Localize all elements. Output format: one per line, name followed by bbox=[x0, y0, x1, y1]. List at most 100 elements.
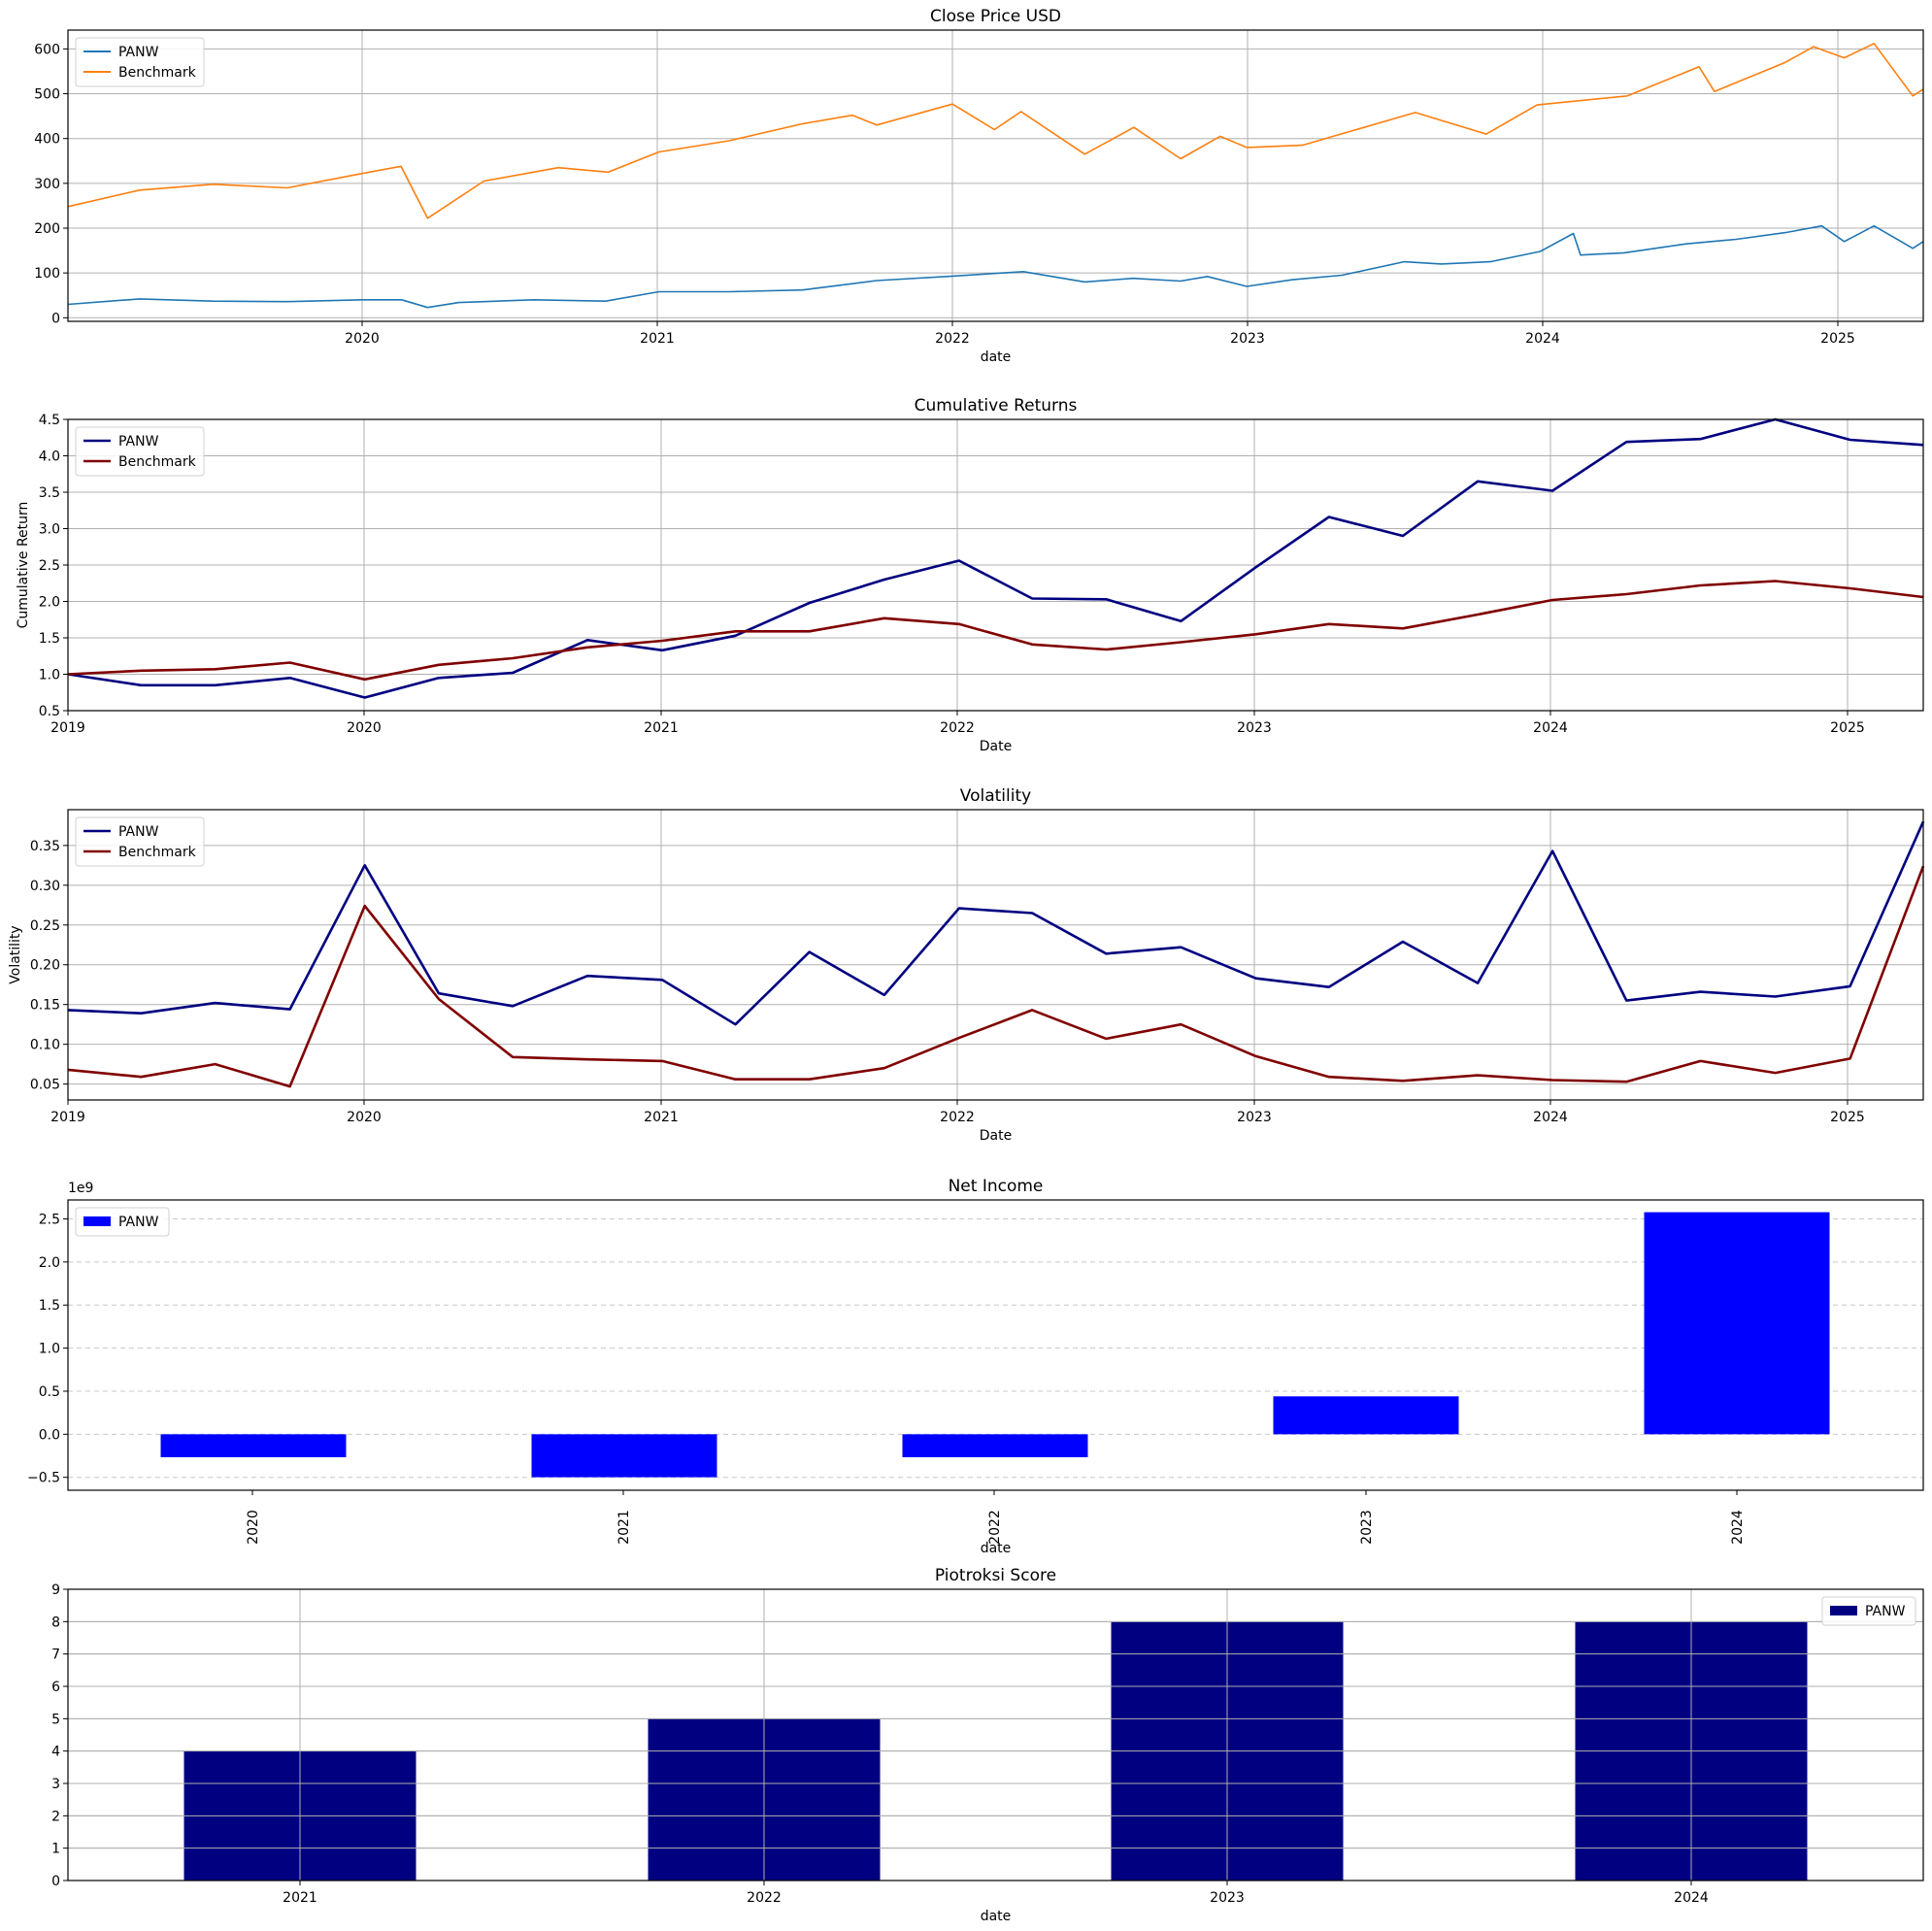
axes-frame bbox=[67, 418, 1924, 712]
legend-swatch bbox=[83, 1216, 111, 1226]
y-tick-label: 0 bbox=[51, 311, 60, 326]
legend: PANW bbox=[1821, 1596, 1916, 1626]
chart-title: Volatility bbox=[960, 786, 1031, 806]
x-axis-label: Date bbox=[980, 739, 1012, 754]
x-tick-label: 2025 bbox=[1830, 720, 1865, 736]
bar-2020 bbox=[160, 1434, 347, 1458]
legend-box bbox=[1821, 1596, 1916, 1626]
axes-frame bbox=[67, 1588, 1924, 1881]
y-tick-label: 4.5 bbox=[39, 413, 60, 428]
legend-label: PANW bbox=[118, 1215, 159, 1230]
y-tick-label: 500 bbox=[34, 87, 60, 103]
y-tick-label: 0.10 bbox=[30, 1038, 60, 1053]
x-tick-label: 2024 bbox=[1674, 1890, 1709, 1906]
x-tick-label: 2022 bbox=[935, 331, 970, 347]
legend-label: PANW bbox=[118, 434, 159, 449]
y-tick-label: 0.15 bbox=[30, 998, 60, 1014]
chart-title: Close Price USD bbox=[930, 7, 1061, 26]
x-tick-label: 2021 bbox=[616, 1510, 632, 1545]
x-tick-label: 2022 bbox=[940, 720, 975, 736]
bar-2021 bbox=[531, 1434, 717, 1478]
chart-3: 0.05 0.10 0.15 0.20 0.25 0.30 0.35 2019 2020 2021… bbox=[8, 786, 1925, 1144]
series-line-panw bbox=[67, 820, 1925, 1026]
y-tick-label: 4.0 bbox=[39, 449, 60, 465]
y-tick-label: 6 bbox=[51, 1680, 60, 1695]
x-tick-label: 2022 bbox=[940, 1110, 975, 1125]
y-tick-label: 200 bbox=[34, 221, 60, 237]
chart-title: Cumulative Returns bbox=[915, 396, 1078, 416]
chart-2: 0.5 1.0 1.5 2.0 2.5 3.0 3.5 4.0 4.5 2019 2020 2021 2… bbox=[16, 396, 1924, 754]
legend: PANW Benchmark bbox=[75, 426, 205, 477]
x-tick-label: 2023 bbox=[1237, 1110, 1272, 1125]
chart-5: 0 1 2 3 4 5 6 7 8 9 2021 2022 2023 2024 Piotroksi Scor… bbox=[51, 1566, 1924, 1924]
y-tick-label: 0.5 bbox=[39, 704, 60, 719]
legend-label: PANW bbox=[1865, 1604, 1906, 1619]
chart-title: Piotroksi Score bbox=[935, 1566, 1056, 1585]
x-axis-label: date bbox=[981, 350, 1012, 365]
y-tick-label: 0 bbox=[51, 1874, 60, 1889]
y-tick-label: 8 bbox=[51, 1615, 60, 1630]
x-tick-label: 2024 bbox=[1533, 1110, 1568, 1125]
axis-offset-label: 1e9 bbox=[68, 1181, 93, 1196]
x-tick-label: 2024 bbox=[1730, 1510, 1746, 1545]
y-tick-label: 3.5 bbox=[39, 485, 60, 501]
chart-4: −0.5 0.0 0.5 1.0 1.5 2.0 2.5 2020 2021 2022 2023 20… bbox=[27, 1177, 1924, 1556]
x-tick-label: 2021 bbox=[644, 720, 679, 736]
y-tick-label: 7 bbox=[51, 1648, 60, 1663]
y-tick-label: 1 bbox=[51, 1842, 60, 1857]
bar-2023 bbox=[1273, 1396, 1459, 1435]
y-tick-label: 0.20 bbox=[30, 958, 60, 974]
y-tick-label: 0.0 bbox=[39, 1427, 60, 1443]
x-tick-label: 2021 bbox=[283, 1890, 317, 1906]
legend-label: Benchmark bbox=[118, 65, 197, 81]
legend: PANW Benchmark bbox=[75, 816, 205, 867]
series-line-benchmark bbox=[67, 865, 1925, 1088]
legend-box bbox=[75, 426, 205, 477]
bar-2024 bbox=[1644, 1212, 1830, 1435]
y-tick-label: 3 bbox=[51, 1777, 60, 1792]
x-axis-label: date bbox=[981, 1541, 1012, 1556]
y-tick-label: 2 bbox=[51, 1809, 60, 1824]
y-tick-label: 2.5 bbox=[39, 1213, 60, 1228]
y-axis-label: Volatility bbox=[8, 925, 23, 983]
y-tick-label: 9 bbox=[51, 1582, 60, 1598]
legend-label: Benchmark bbox=[118, 845, 197, 860]
legend-label: Benchmark bbox=[118, 454, 197, 470]
y-tick-label: 4 bbox=[51, 1745, 60, 1760]
x-tick-label: 2021 bbox=[640, 331, 675, 347]
y-tick-label: 0.35 bbox=[30, 839, 60, 854]
chart-1: 0 100 200 300 400 500 600 2020 2021 2022 2023 2024 2… bbox=[34, 7, 1924, 365]
legend: PANW bbox=[75, 1207, 170, 1237]
x-tick-label: 2020 bbox=[246, 1510, 261, 1545]
legend-label: PANW bbox=[118, 824, 159, 840]
y-tick-label: 2.5 bbox=[39, 558, 60, 574]
bar-2022 bbox=[902, 1434, 1088, 1458]
axes-frame bbox=[67, 809, 1924, 1101]
y-tick-label: 1.5 bbox=[39, 631, 60, 647]
y-tick-label: 5 bbox=[51, 1712, 60, 1727]
x-tick-label: 2025 bbox=[1820, 331, 1855, 347]
x-tick-label: 2022 bbox=[987, 1510, 1003, 1545]
series-line-benchmark bbox=[67, 42, 1924, 219]
y-tick-label: −0.5 bbox=[27, 1471, 60, 1486]
x-tick-label: 2024 bbox=[1533, 720, 1568, 736]
y-tick-label: 100 bbox=[34, 266, 60, 282]
x-tick-label: 2020 bbox=[347, 720, 382, 736]
y-tick-label: 0.25 bbox=[30, 918, 60, 934]
x-tick-label: 2023 bbox=[1230, 331, 1265, 347]
y-tick-label: 3.0 bbox=[39, 522, 60, 538]
chart-title: Net Income bbox=[949, 1177, 1044, 1196]
x-tick-label: 2023 bbox=[1359, 1510, 1375, 1545]
y-tick-label: 1.5 bbox=[39, 1298, 60, 1314]
legend-label: PANW bbox=[118, 45, 159, 60]
y-tick-label: 400 bbox=[34, 132, 60, 148]
axes-frame bbox=[67, 1199, 1924, 1491]
legend: PANW Benchmark bbox=[75, 37, 205, 87]
x-axis-label: date bbox=[981, 1909, 1012, 1924]
y-tick-label: 600 bbox=[34, 42, 60, 57]
legend-box bbox=[75, 816, 205, 867]
series-line-benchmark bbox=[67, 580, 1924, 682]
series-line-panw bbox=[67, 224, 1924, 309]
x-tick-label: 2019 bbox=[50, 1110, 85, 1125]
